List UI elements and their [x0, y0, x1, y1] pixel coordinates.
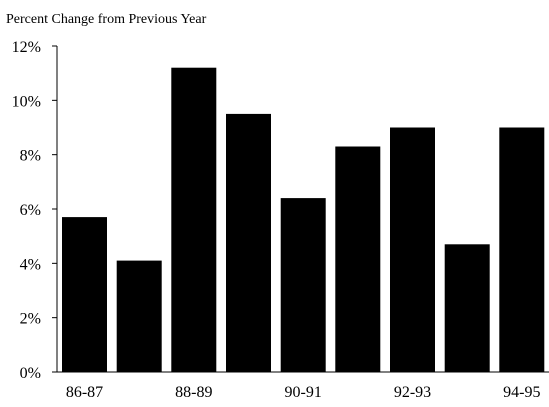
bar-90-91	[280, 198, 326, 372]
x-axis-ticks: 86-87 88-89 90-91 92-93 94-95	[66, 384, 541, 401]
y-tick-label: 10%	[12, 93, 41, 110]
y-tick-label: 6%	[20, 202, 41, 219]
bar-group	[62, 67, 545, 373]
y-tick-label: 0%	[20, 365, 41, 382]
y-axis-ticks: 0% 2% 4% 6% 8% 10% 12%	[12, 39, 57, 382]
y-tick-label: 4%	[20, 256, 41, 273]
y-tick-label: 12%	[12, 39, 41, 56]
bar-91-92	[335, 146, 381, 372]
x-tick-label: 92-93	[394, 384, 431, 401]
bar-92-93	[390, 127, 435, 372]
x-tick-label: 94-95	[503, 384, 540, 401]
y-tick-label: 8%	[20, 148, 41, 165]
bar-94-95	[499, 127, 545, 372]
y-axis-title: Percent Change from Previous Year	[6, 12, 207, 27]
x-tick-label: 86-87	[66, 384, 103, 401]
x-tick-label: 90-91	[285, 384, 322, 401]
x-tick-label: 88-89	[175, 384, 212, 401]
bar-87-88	[116, 260, 162, 372]
bar-88-89	[171, 67, 217, 372]
bar-93-94	[444, 244, 490, 372]
bar-86-87	[62, 217, 107, 372]
bar-89-90	[226, 113, 271, 373]
y-tick-label: 2%	[20, 311, 41, 328]
